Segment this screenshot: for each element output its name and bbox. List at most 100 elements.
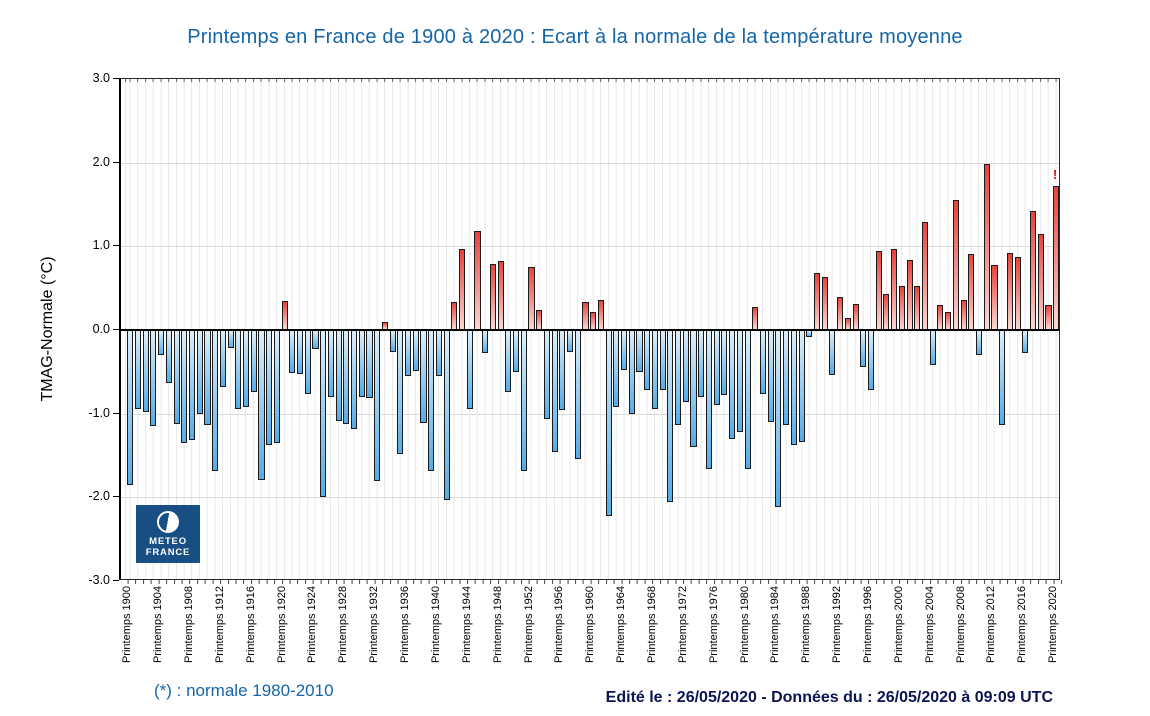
x-tick-label-printemps-1916: Printemps 1916 (244, 586, 257, 664)
bar-1975 (705, 330, 713, 469)
bar-1914 (235, 330, 242, 410)
x-tick-label-printemps-1940: Printemps 1940 (429, 586, 442, 664)
bar-1919 (273, 330, 280, 443)
x-tick-label-printemps-1988: Printemps 1988 (800, 586, 813, 664)
bar-2017 (1029, 211, 1037, 330)
bar-1995 (860, 330, 867, 367)
bar-1997 (875, 251, 882, 330)
bar-1937 (412, 330, 419, 371)
bar-1972 (682, 330, 689, 402)
x-tick-label-printemps-1932: Printemps 1932 (368, 586, 381, 664)
x-tick-label-printemps-1972: Printemps 1972 (676, 586, 689, 664)
bar-1973 (690, 330, 697, 448)
x-tick-label-printemps-1952: Printemps 1952 (522, 586, 535, 664)
top-tick-marks (121, 79, 1059, 82)
bar-2002 (914, 286, 921, 330)
bar-1934 (389, 330, 396, 352)
bar-1917 (258, 330, 265, 480)
y-tick-mark-1.0 (113, 245, 119, 247)
bar-1977 (721, 330, 728, 396)
bar-1912 (219, 330, 226, 387)
bar-1929 (351, 330, 358, 429)
bar-1953 (536, 309, 543, 330)
bar-1947 (489, 263, 496, 330)
x-tick-label-printemps-1904: Printemps 1904 (152, 586, 165, 664)
meteo-france-globe-icon (157, 510, 179, 533)
x-tick-label-printemps-1964: Printemps 1964 (615, 586, 628, 664)
bar-1931 (366, 330, 373, 398)
y-axis-title: TMAG-Normale (°C) (39, 256, 56, 402)
x-tick-label-printemps-2012: Printemps 2012 (985, 586, 998, 664)
x-tick-label-printemps-1936: Printemps 1936 (399, 586, 412, 664)
bar-2016 (1022, 330, 1029, 354)
x-tick-label-printemps-2000: Printemps 2000 (892, 586, 905, 664)
plot-area (119, 78, 1060, 580)
gridline--1 (121, 413, 1059, 415)
bar-1930 (358, 330, 365, 397)
bar-2011 (983, 164, 990, 330)
logo-text-line2: FRANCE (145, 546, 191, 558)
bar-1939 (428, 330, 435, 471)
gridline-2 (121, 162, 1059, 164)
bar-1960 (590, 311, 597, 330)
bar-2015 (1014, 257, 1021, 330)
meteo-france-logo: METEO FRANCE (136, 505, 200, 563)
bar-1978 (729, 330, 736, 439)
bar-1913 (227, 330, 234, 349)
bar-2009 (968, 253, 975, 330)
bar-1940 (435, 330, 442, 377)
x-tick-label-printemps-1900: Printemps 1900 (121, 586, 134, 664)
bar-1954 (543, 330, 550, 419)
y-tick-mark-2.0 (113, 161, 119, 163)
y-tick-mark-3.0 (113, 78, 119, 79)
bar-1968 (651, 330, 659, 409)
x-tick-label-printemps-1960: Printemps 1960 (584, 586, 597, 664)
bar-1932 (374, 330, 381, 481)
bar-1941 (443, 330, 450, 500)
bar-1916 (250, 330, 257, 392)
y-tick-mark--1.0 (113, 412, 119, 414)
bar-1938 (420, 330, 427, 423)
x-tick-label-printemps-1912: Printemps 1912 (213, 586, 226, 664)
zero-axis-line (121, 329, 1059, 331)
bar-2007 (952, 200, 959, 330)
bar-1957 (567, 330, 574, 352)
bar-1999 (891, 248, 898, 330)
x-tick-label-printemps-2016: Printemps 2016 (1016, 586, 1029, 664)
bar-1905 (165, 330, 172, 383)
y-tick-label--1.0: -1.0 (88, 405, 110, 420)
x-tick-label-printemps-1928: Printemps 1928 (337, 586, 350, 664)
x-tick-label-printemps-2020: Printemps 2020 (1047, 586, 1060, 664)
bar-2014 (1006, 253, 1013, 330)
bar-1991 (829, 330, 836, 376)
x-tick-label-printemps-1956: Printemps 1956 (553, 586, 566, 664)
bar-1986 (790, 330, 797, 446)
bar-2001 (906, 259, 913, 330)
bar-1961 (597, 299, 605, 330)
bar-2010 (975, 330, 983, 356)
bar-1949 (505, 330, 512, 392)
x-tick-label-printemps-1944: Printemps 1944 (460, 586, 473, 664)
x-tick-label-printemps-1924: Printemps 1924 (306, 586, 319, 664)
bar-1970 (667, 330, 674, 503)
bar-1994 (852, 304, 859, 330)
bar-1990 (821, 277, 828, 330)
y-tick-label-1.0: 1.0 (92, 238, 110, 253)
y-tick-label--2.0: -2.0 (88, 489, 110, 504)
bar-1981 (752, 306, 759, 330)
bar-1950 (513, 330, 520, 372)
bar-1944 (466, 330, 473, 410)
logo-text-line1: METEO (149, 535, 187, 547)
bar-2019 (1045, 304, 1052, 330)
bar-1904 (158, 330, 165, 356)
bar-2008 (960, 299, 967, 330)
bar-2013 (999, 330, 1006, 425)
bar-1924 (312, 330, 319, 350)
bar-1903 (150, 330, 157, 427)
bar-1921 (289, 330, 296, 373)
bar-1907 (181, 330, 188, 443)
bar-1935 (397, 330, 404, 454)
x-tick-label-printemps-1948: Printemps 1948 (491, 586, 504, 664)
y-tick-label--3.0: -3.0 (88, 573, 110, 587)
bar-1922 (296, 330, 304, 375)
